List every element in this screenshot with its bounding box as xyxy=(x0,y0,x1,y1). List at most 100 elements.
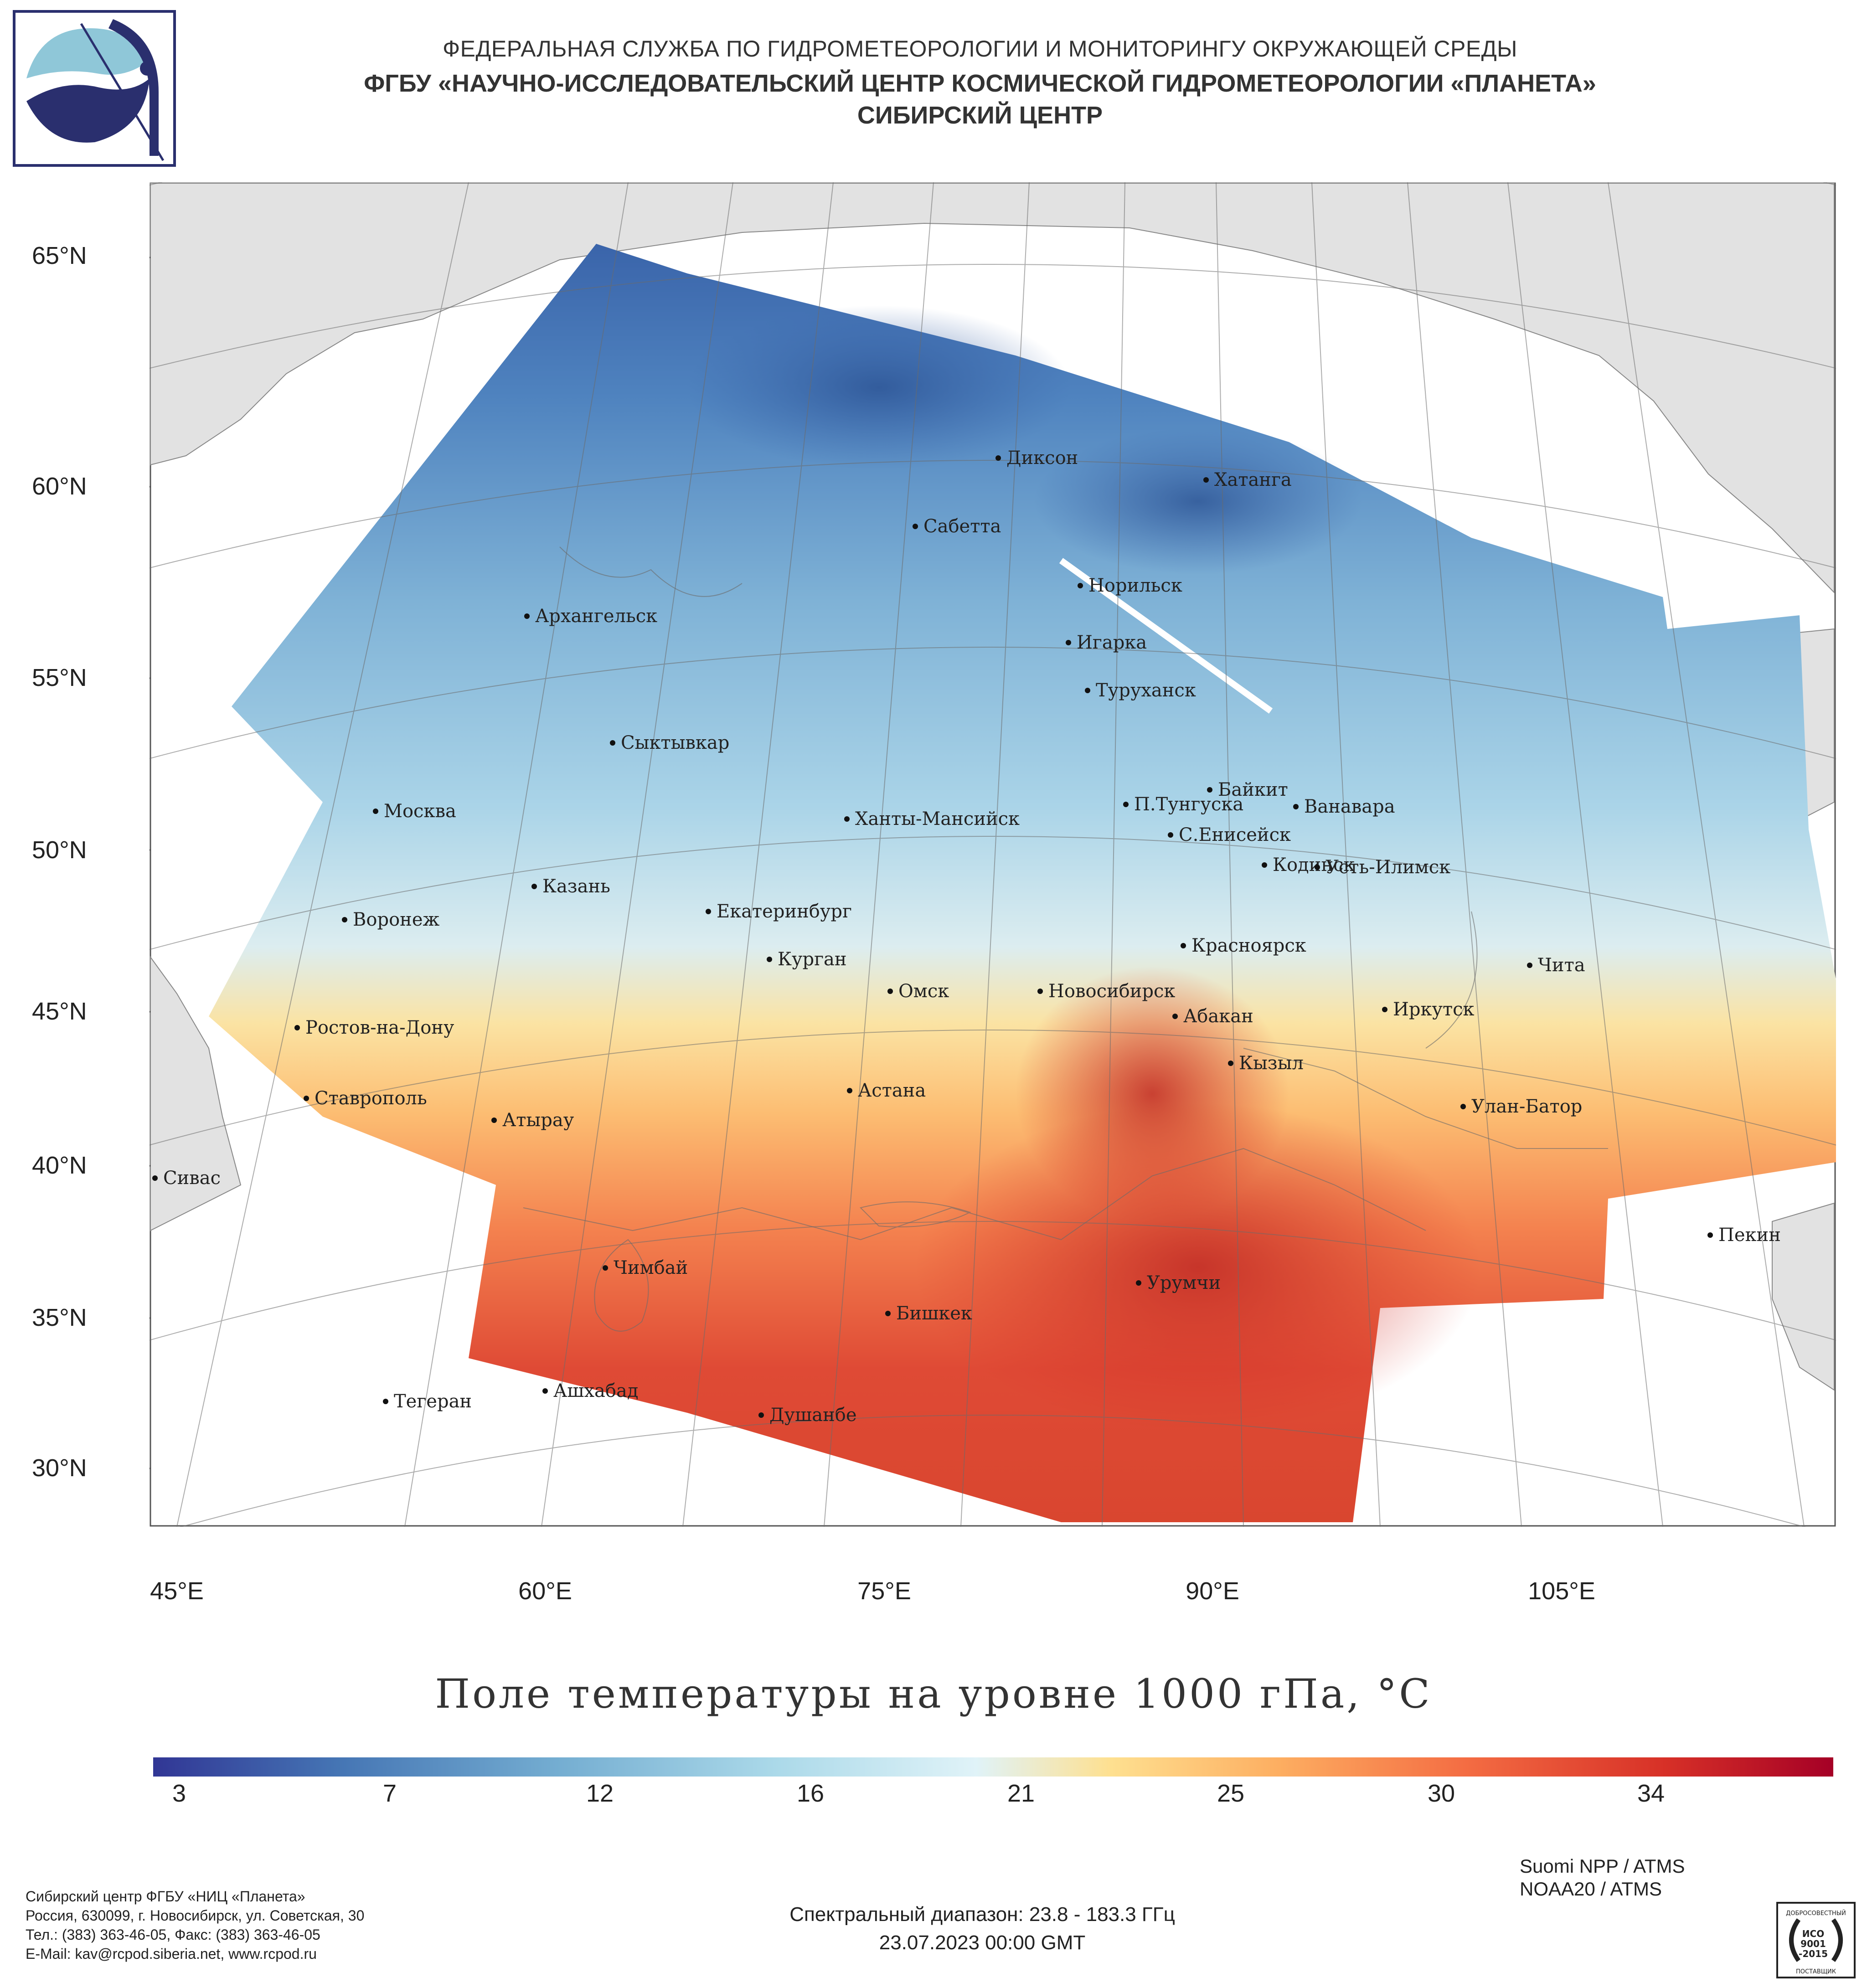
city-rostov: Ростов-на-Дону xyxy=(294,1017,454,1038)
satellite-1: Suomi NPP / ATMS xyxy=(1520,1855,1685,1877)
svg-text:Норильск: Норильск xyxy=(1088,575,1182,596)
colorbar-tick-16: 16 xyxy=(796,1780,825,1807)
svg-text:Кодинск: Кодинск xyxy=(1273,855,1355,876)
city-krasnoyarsk: Красноярск xyxy=(1181,935,1306,956)
lat-label-40: 40°N xyxy=(32,1152,87,1179)
city-sabetta: Сабетта xyxy=(913,516,1001,537)
graticule xyxy=(150,182,1836,1527)
svg-text:Курган: Курган xyxy=(778,949,847,970)
city-igarka: Игарка xyxy=(1066,632,1147,653)
city-tegeran: Тегеран xyxy=(383,1391,472,1412)
lon-label-45: 45°E xyxy=(150,1577,204,1605)
svg-text:9001: 9001 xyxy=(1800,1938,1826,1949)
city-ulanbator: Улан-Батор xyxy=(1460,1096,1582,1117)
svg-text:Астана: Астана xyxy=(858,1080,926,1101)
city-pekin: Пекин xyxy=(1707,1225,1781,1246)
colorbar-tick-7: 7 xyxy=(382,1780,397,1807)
svg-text:Воронеж: Воронеж xyxy=(353,909,439,930)
svg-text:Усть-Илимск: Усть-Илимск xyxy=(1325,857,1450,878)
city-markers: Диксон Хатанга Сабетта Норильск Архангел… xyxy=(152,448,1781,1426)
svg-text:Сабетта: Сабетта xyxy=(923,516,1001,537)
city-novosibirsk: Новосибирск xyxy=(1037,981,1175,1002)
city-omsk: Омск xyxy=(887,981,949,1002)
header-center: СИБИРСКИЙ ЦЕНТР xyxy=(857,102,1103,129)
city-dikson: Диксон xyxy=(995,448,1078,469)
svg-text:Красноярск: Красноярск xyxy=(1191,935,1306,956)
svg-text:ИСО: ИСО xyxy=(1802,1928,1824,1939)
lon-label-60: 60°E xyxy=(518,1577,572,1605)
svg-text:Ханты-Мансийск: Ханты-Мансийск xyxy=(855,809,1020,829)
lat-label-55: 55°N xyxy=(32,664,87,691)
svg-text:Ашхабад: Ашхабад xyxy=(553,1380,638,1401)
map-title: Поле температуры на уровне 1000 гПа, °C xyxy=(435,1670,1432,1717)
city-dushanbe: Душанбе xyxy=(758,1405,857,1426)
coastlines xyxy=(523,546,1608,1332)
footer-phone: Тел.: (383) 363-46-05, Факс: (383) 363-4… xyxy=(26,1926,320,1943)
lat-label-65: 65°N xyxy=(32,242,87,269)
city-kodinsk: Кодинск xyxy=(1262,855,1355,876)
svg-text:Ростов-на-Дону: Ростов-на-Дону xyxy=(305,1017,454,1038)
lat-label-50: 50°N xyxy=(32,836,87,864)
svg-text:Новосибирск: Новосибирск xyxy=(1048,981,1175,1002)
svg-text:Пекин: Пекин xyxy=(1718,1225,1781,1246)
city-irkutsk: Иркутск xyxy=(1382,999,1475,1020)
svg-text:Омск: Омск xyxy=(898,981,949,1002)
city-vanavara: Ванавара xyxy=(1293,796,1395,817)
city-yekaterinburg: Екатеринбург xyxy=(706,901,852,922)
city-urumchi: Урумчи xyxy=(1136,1272,1221,1293)
colorbar-tick-21: 21 xyxy=(1007,1780,1035,1807)
colorbar-tick-12: 12 xyxy=(586,1780,614,1807)
temperature-map: Диксон Хатанга Сабетта Норильск Архангел… xyxy=(150,182,1836,1527)
svg-text:Ставрополь: Ставрополь xyxy=(315,1088,427,1109)
city-tunguska: П.Тунгуска xyxy=(1123,794,1243,815)
city-norilsk: Норильск xyxy=(1078,575,1182,596)
svg-text:-2015: -2015 xyxy=(1799,1948,1828,1959)
svg-text:Иркутск: Иркутск xyxy=(1393,999,1475,1020)
city-arkhangelsk: Архангельск xyxy=(524,606,657,627)
footer-org: Сибирский центр ФГБУ «НИЦ «Планета» xyxy=(26,1888,305,1905)
city-kazan: Казань xyxy=(531,876,610,897)
svg-text:Урумчи: Урумчи xyxy=(1147,1272,1221,1293)
colorbar xyxy=(153,1757,1833,1777)
city-turukhansk: Туруханск xyxy=(1085,680,1196,701)
svg-text:Диксон: Диксон xyxy=(1006,448,1078,469)
lat-label-30: 30°N xyxy=(32,1454,87,1482)
city-kyzyl: Кызыл xyxy=(1228,1053,1304,1074)
svg-text:Душанбе: Душанбе xyxy=(769,1405,857,1426)
svg-text:Архангельск: Архангельск xyxy=(535,606,657,627)
city-bishkek: Бишкек xyxy=(885,1303,972,1324)
svg-text:Тегеран: Тегеран xyxy=(394,1391,472,1412)
svg-text:Улан-Батор: Улан-Батор xyxy=(1471,1096,1582,1117)
svg-text:Абакан: Абакан xyxy=(1183,1006,1253,1027)
footer-address: Россия, 630099, г. Новосибирск, ул. Сове… xyxy=(26,1907,365,1924)
city-khatanga: Хатанга xyxy=(1203,469,1292,490)
datetime: 23.07.2023 00:00 GMT xyxy=(879,1931,1086,1954)
svg-text:ПОСТАВЩИК: ПОСТАВЩИК xyxy=(1796,1968,1836,1975)
lon-label-90: 90°E xyxy=(1186,1577,1239,1605)
city-baykit: Байкит xyxy=(1207,779,1288,800)
svg-text:Бишкек: Бишкек xyxy=(896,1303,972,1324)
colorbar-tick-30: 30 xyxy=(1427,1780,1455,1807)
satellite-2: NOAA20 / ATMS xyxy=(1520,1878,1662,1900)
colorbar-tick-34: 34 xyxy=(1637,1780,1665,1807)
city-ust-ilimsk: Усть-Илимск xyxy=(1315,857,1450,878)
lat-label-45: 45°N xyxy=(32,998,87,1025)
city-kurgan: Курган xyxy=(767,949,847,970)
svg-text:Атырау: Атырау xyxy=(502,1110,574,1131)
svg-text:Байкит: Байкит xyxy=(1218,779,1288,800)
header-agency: ФЕДЕРАЛЬНАЯ СЛУЖБА ПО ГИДРОМЕТЕОРОЛОГИИ … xyxy=(443,36,1517,62)
iso-badge-icon: ДОБРОСОВЕСТНЫЙ ИСО 9001 -2015 ПОСТАВЩИК xyxy=(1776,1902,1856,1978)
city-astana: Астана xyxy=(847,1080,926,1101)
city-sivas: Сивас xyxy=(152,1168,221,1189)
lon-label-105: 105°E xyxy=(1528,1577,1595,1605)
colorbar-tick-3: 3 xyxy=(172,1780,186,1807)
svg-text:П.Тунгуска: П.Тунгуска xyxy=(1134,794,1243,815)
svg-text:Сивас: Сивас xyxy=(163,1168,221,1189)
city-syktyvkar: Сыктывкар xyxy=(610,732,729,753)
svg-text:ДОБРОСОВЕСТНЫЙ: ДОБРОСОВЕСТНЫЙ xyxy=(1786,1910,1846,1917)
planeta-logo xyxy=(13,10,176,167)
footer-contacts: Сибирский центр ФГБУ «НИЦ «Планета» Росс… xyxy=(26,1887,364,1963)
svg-text:С.Енисейск: С.Енисейск xyxy=(1179,824,1291,845)
svg-text:Туруханск: Туруханск xyxy=(1096,680,1196,701)
city-abakan: Абакан xyxy=(1172,1006,1253,1027)
